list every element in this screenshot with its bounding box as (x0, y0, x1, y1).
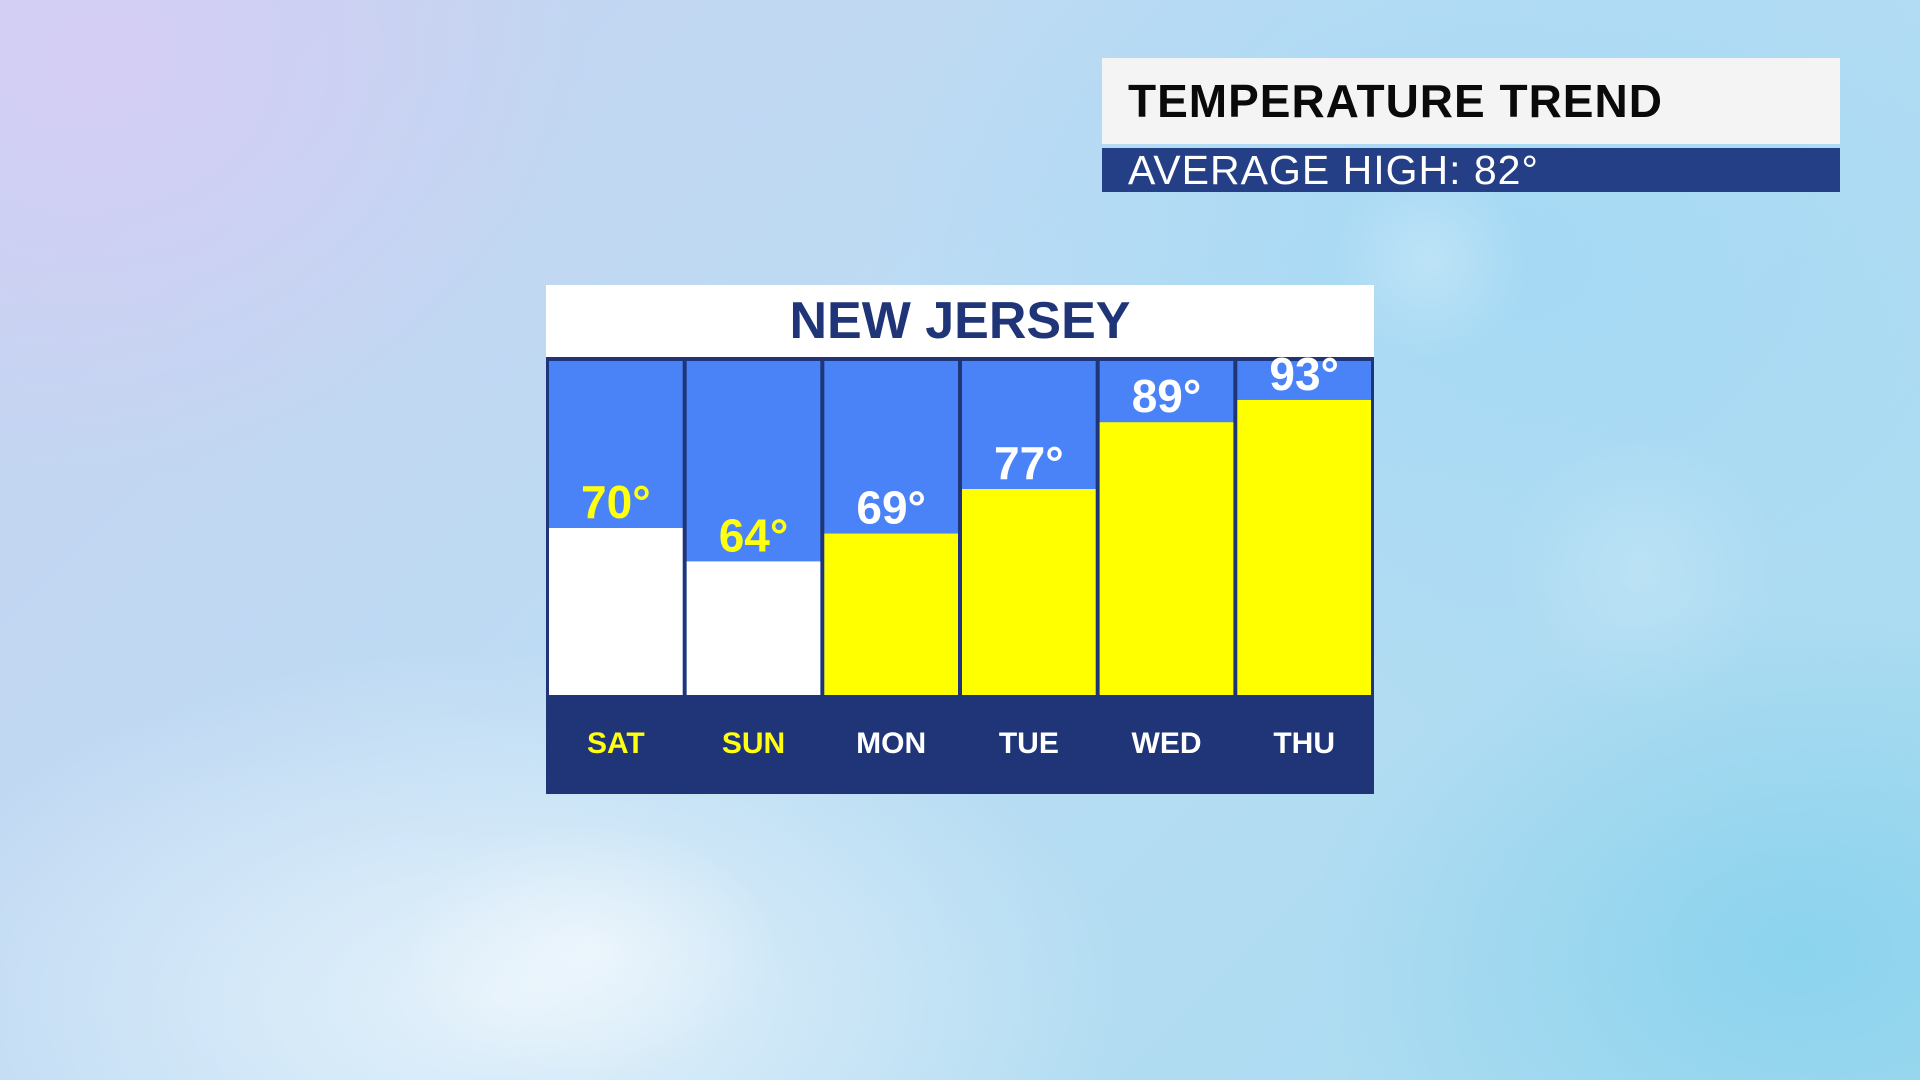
temperature-bar-mon (824, 533, 958, 695)
day-label-background (549, 695, 683, 787)
day-label-background (824, 695, 958, 787)
title-box: TEMPERATURE TREND AVERAGE HIGH: 82° (1102, 58, 1840, 192)
temperature-bar-sat (549, 528, 683, 695)
lens-flare (400, 820, 780, 1080)
temperature-bar-tue (962, 489, 1096, 695)
temperature-bar-thu (1237, 399, 1371, 695)
day-label-tue: TUE (999, 727, 1059, 760)
day-label-background (962, 695, 1096, 787)
day-label-background (1099, 695, 1234, 787)
day-label-background (1237, 695, 1371, 787)
value-label-wed: 89° (1132, 370, 1202, 422)
lens-flare (1500, 430, 1780, 710)
value-label-mon: 69° (856, 482, 926, 534)
temperature-bar-chart: 70° SAT 64° SUN 69° MON 77° TUE 89° WED 93° THU (549, 357, 1371, 787)
region-header: NEW JERSEY (546, 285, 1374, 357)
chart-title: TEMPERATURE TREND (1102, 58, 1840, 144)
value-label-thu: 93° (1269, 357, 1339, 400)
temperature-bar-sun (686, 561, 821, 695)
day-label-thu: THU (1273, 727, 1335, 760)
day-label-sun: SUN (722, 727, 785, 760)
value-label-sun: 64° (719, 509, 789, 561)
day-label-mon: MON (856, 727, 926, 760)
value-label-tue: 77° (994, 437, 1064, 489)
day-label-wed: WED (1132, 727, 1202, 760)
average-high-label: AVERAGE HIGH: 82° (1102, 148, 1840, 192)
temperature-bar-wed (1099, 422, 1234, 695)
forecast-panel: NEW JERSEY 70° SAT 64° SUN 69° MON 77° TUE 89° WE… (546, 285, 1374, 794)
day-label-sat: SAT (587, 727, 645, 760)
chart-area: 70° SAT 64° SUN 69° MON 77° TUE 89° WED 93° THU (546, 357, 1374, 794)
day-label-background (686, 695, 821, 787)
value-label-sat: 70° (581, 476, 651, 528)
